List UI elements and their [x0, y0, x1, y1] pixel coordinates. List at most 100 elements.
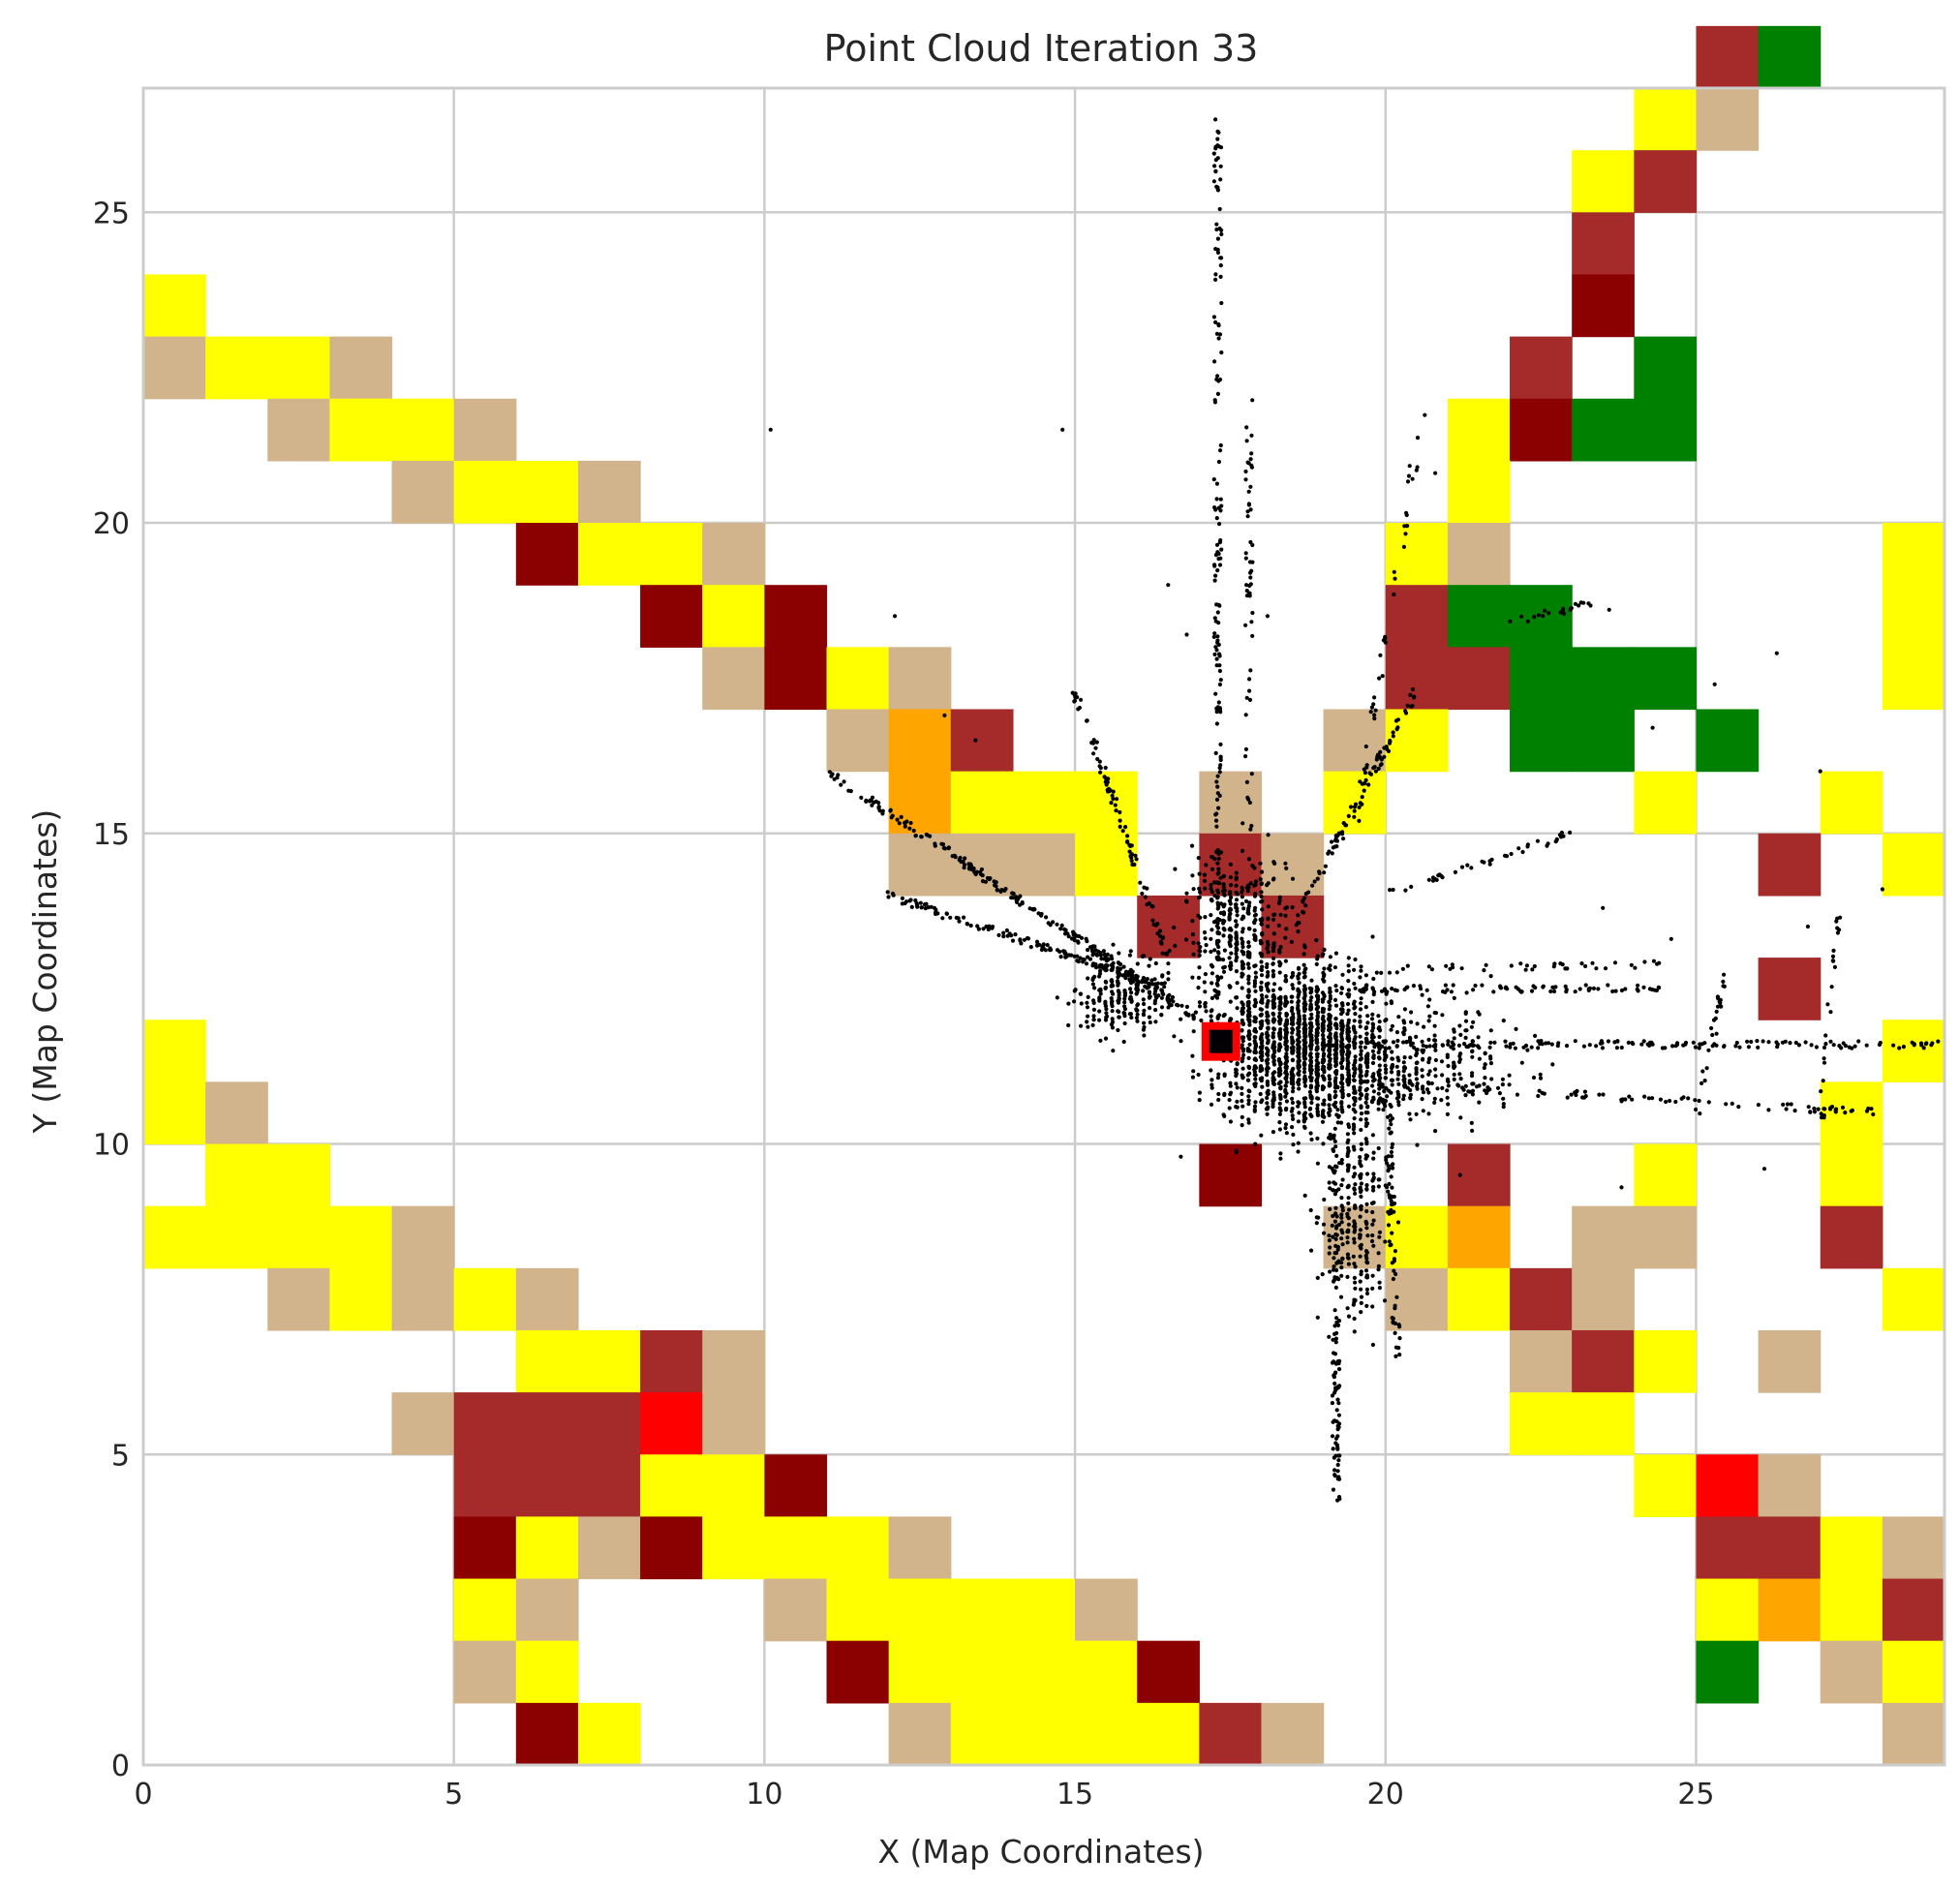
- cloud-point: [1135, 1012, 1140, 1017]
- cloud-point: [1487, 859, 1492, 864]
- cloud-point: [1216, 336, 1221, 341]
- cloud-point: [864, 798, 869, 803]
- cloud-point: [1259, 1012, 1264, 1017]
- cloud-point: [1774, 651, 1779, 655]
- cloud-point: [1217, 881, 1222, 886]
- cloud-point: [1289, 1072, 1294, 1078]
- cloud-point: [1246, 1102, 1251, 1107]
- cloud-point: [1346, 1222, 1351, 1227]
- cloud-point: [1214, 824, 1219, 829]
- cloud-point: [1302, 1193, 1307, 1198]
- cloud-point: [1210, 1082, 1214, 1087]
- cloud-point: [1331, 1188, 1336, 1193]
- y-tick-label: 15: [93, 818, 130, 852]
- cloud-point: [1335, 1469, 1340, 1474]
- cloud-point: [1376, 1177, 1381, 1182]
- cloud-point: [1122, 1007, 1127, 1012]
- cloud-point: [1173, 943, 1178, 949]
- cloud-point: [1439, 1098, 1444, 1103]
- y-tick-label: 5: [111, 1439, 130, 1473]
- cloud-point: [1215, 974, 1220, 979]
- cloud-point: [1227, 1106, 1232, 1111]
- cloud-point: [1315, 876, 1320, 881]
- cloud-point: [1110, 793, 1115, 798]
- cloud-point: [1315, 1275, 1320, 1280]
- cloud-point: [1216, 890, 1221, 895]
- cloud-point: [1335, 1120, 1340, 1125]
- cloud-point: [1340, 1110, 1345, 1114]
- cloud-point: [1221, 873, 1226, 879]
- cloud-point: [1658, 1097, 1663, 1102]
- grid-cell: [577, 1702, 641, 1766]
- cloud-point: [1351, 1254, 1356, 1259]
- cloud-point: [1302, 1028, 1307, 1033]
- cloud-point: [1120, 973, 1125, 978]
- cloud-point: [1488, 1054, 1493, 1059]
- grid-cell: [640, 585, 703, 648]
- cloud-point: [1500, 1077, 1505, 1081]
- cloud-point: [1388, 1118, 1393, 1123]
- cloud-point: [1253, 1081, 1258, 1086]
- cloud-point: [1446, 1039, 1451, 1044]
- cloud-point: [1440, 1073, 1445, 1078]
- cloud-point: [1246, 1094, 1251, 1099]
- cloud-point: [1309, 1068, 1314, 1073]
- cloud-point: [1457, 1023, 1462, 1028]
- cloud-point: [1166, 993, 1171, 999]
- cloud-point: [1331, 1234, 1335, 1239]
- cloud-point: [1010, 938, 1016, 943]
- cloud-point: [1155, 931, 1160, 936]
- cloud-point: [1445, 1054, 1450, 1059]
- cloud-point: [1377, 1047, 1382, 1051]
- cloud-point: [1877, 1042, 1882, 1048]
- cloud-point: [1252, 1070, 1257, 1075]
- cloud-point: [1327, 1074, 1332, 1079]
- cloud-point: [1073, 988, 1078, 992]
- cloud-point: [1153, 960, 1158, 966]
- cloud-point: [1691, 1040, 1696, 1045]
- grid-cell: [1510, 336, 1573, 400]
- cloud-point: [1271, 1096, 1276, 1101]
- cloud-point: [1164, 951, 1169, 957]
- cloud-point: [1420, 1057, 1425, 1062]
- cloud-point: [1382, 1057, 1387, 1062]
- cloud-point: [1339, 1273, 1344, 1278]
- cloud-point: [1221, 933, 1226, 938]
- cloud-point: [1076, 940, 1081, 945]
- cloud-point: [1835, 926, 1840, 930]
- cloud-point: [1244, 695, 1249, 700]
- cloud-point: [1516, 846, 1521, 851]
- grid-cell: [453, 460, 517, 524]
- cloud-point: [1019, 941, 1024, 946]
- cloud-point: [1212, 631, 1217, 636]
- cloud-point: [1508, 1045, 1513, 1050]
- grid-cell: [888, 709, 952, 773]
- cloud-point: [1309, 978, 1314, 983]
- cloud-point: [1155, 981, 1160, 986]
- cloud-point: [1334, 1330, 1339, 1336]
- grid-cell: [1447, 523, 1511, 586]
- cloud-point: [1389, 1130, 1393, 1136]
- cloud-point: [1432, 1023, 1437, 1028]
- cloud-point: [1365, 1020, 1370, 1025]
- cloud-point: [1334, 1026, 1339, 1031]
- cloud-point: [1353, 1225, 1358, 1230]
- cloud-point: [1328, 986, 1332, 991]
- cloud-point: [1774, 1040, 1779, 1045]
- cloud-point: [1221, 892, 1226, 897]
- cloud-point: [1796, 1043, 1801, 1048]
- cloud-point: [1246, 1120, 1251, 1125]
- cloud-point: [1410, 703, 1415, 709]
- grid-cell: [515, 1329, 579, 1393]
- cloud-point: [1480, 859, 1485, 864]
- cloud-point: [1246, 903, 1251, 908]
- cloud-point: [1370, 1304, 1375, 1309]
- cloud-point: [1551, 964, 1556, 969]
- cloud-point: [1308, 1002, 1313, 1007]
- cloud-point: [1111, 942, 1116, 947]
- cloud-point: [1183, 1011, 1188, 1016]
- cloud-point: [1136, 979, 1141, 985]
- cloud-point: [1334, 844, 1339, 849]
- cloud-point: [1501, 1102, 1506, 1107]
- cloud-point: [1339, 1101, 1344, 1106]
